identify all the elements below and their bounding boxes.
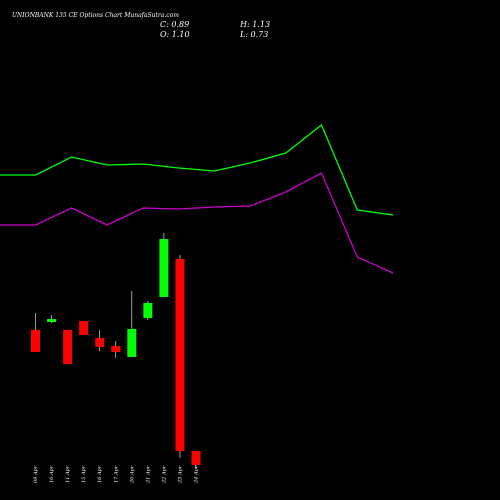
- candle-body-down: [95, 338, 105, 347]
- x-tick-label: 15 Apr: [81, 465, 87, 483]
- candle-body-down: [175, 259, 185, 451]
- x-tick-label: 21 Apr: [145, 465, 151, 484]
- x-tick-label: 24 Apr: [194, 465, 200, 484]
- candle-body-down: [111, 346, 121, 352]
- candle-body-down: [79, 321, 89, 335]
- candle: [95, 330, 105, 351]
- candle: [159, 233, 169, 297]
- x-tick-label: 10 Apr: [49, 465, 55, 483]
- open-value: O: 1.10: [160, 30, 190, 39]
- candle-body-down: [31, 330, 40, 352]
- upper-band-line: [0, 123, 394, 216]
- chart-title: UNIONBANK 135 CE Options Chart MunafaSut…: [12, 12, 179, 19]
- low-value: L: 0.73: [239, 30, 268, 39]
- x-tick-label: 09 Apr: [33, 465, 39, 483]
- high-value: H: 1.13: [239, 20, 270, 29]
- candle-body-up: [159, 239, 169, 297]
- close-value: C: 0.89: [160, 20, 189, 29]
- x-tick-label: 11 Apr: [65, 465, 71, 483]
- candle-body-up: [143, 303, 153, 318]
- bands-layer: [0, 123, 394, 274]
- candle: [47, 315, 57, 323]
- candle: [127, 291, 137, 357]
- x-tick-label: 17 Apr: [113, 465, 119, 483]
- candle: [63, 330, 73, 364]
- candle-body-up: [47, 319, 57, 322]
- candle: [111, 341, 121, 358]
- candle: [175, 255, 185, 458]
- x-tick-label: 22 Apr: [161, 465, 167, 484]
- lower-band-line: [0, 172, 394, 274]
- candle: [31, 313, 40, 352]
- candles-layer: [31, 233, 201, 468]
- candle-body-up: [127, 329, 137, 357]
- x-tick-label: 16 Apr: [97, 465, 103, 483]
- candle: [79, 321, 89, 335]
- x-tick-label: 20 Apr: [129, 465, 135, 484]
- candle-body-down: [63, 330, 73, 364]
- candle: [191, 451, 201, 468]
- x-axis-labels: 09 Apr 10 Apr 11 Apr 15 Apr 16 Apr 17 Apr 20 A…: [33, 465, 200, 484]
- candle: [143, 301, 153, 320]
- x-tick-label: 23 Apr: [177, 465, 183, 484]
- candle-body-down: [191, 451, 201, 465]
